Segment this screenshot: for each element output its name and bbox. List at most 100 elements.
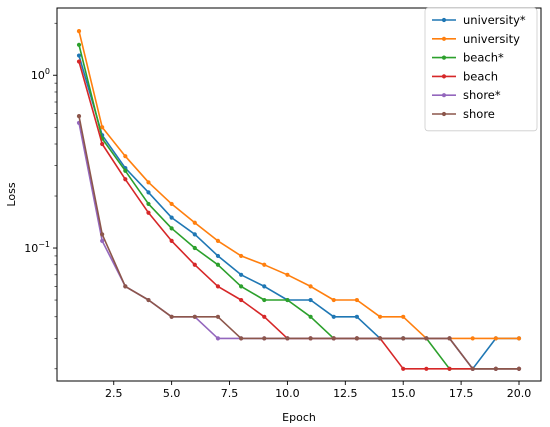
data-point — [447, 336, 452, 341]
series-line — [78, 115, 519, 370]
legend-label: beach* — [463, 51, 504, 65]
data-point — [285, 336, 290, 341]
data-point — [331, 314, 336, 319]
data-point — [76, 29, 82, 34]
data-point — [169, 238, 174, 243]
data-point — [146, 297, 151, 303]
data-point — [516, 336, 522, 341]
plot-area — [76, 29, 522, 371]
data-point — [493, 336, 498, 341]
data-point — [76, 59, 82, 64]
data-point — [146, 201, 151, 207]
data-point — [169, 226, 174, 231]
data-point — [76, 42, 82, 47]
legend-label: beach — [463, 69, 498, 83]
legend-item: university* — [432, 13, 526, 27]
legend-item: beach — [432, 69, 498, 83]
data-point — [262, 314, 267, 319]
data-point — [447, 366, 452, 371]
data-point — [354, 336, 359, 341]
data-point — [192, 314, 197, 319]
data-point — [169, 215, 174, 220]
data-point — [377, 314, 383, 319]
legend-item: shore* — [432, 88, 501, 102]
x-tick-label: 20.0 — [507, 387, 532, 400]
data-point — [239, 272, 244, 277]
y-axis-label: Loss — [5, 182, 18, 206]
data-point — [470, 336, 475, 341]
data-point — [239, 297, 244, 303]
data-point — [76, 53, 82, 58]
axes-frame — [56, 7, 542, 382]
axes: 2.5 5.0 7.5 10.0 12.5 15.0 17.5 20.0 100 10−1 Ep… — [5, 7, 542, 424]
data-point — [215, 238, 221, 243]
legend-marker — [441, 93, 447, 98]
data-point — [76, 114, 82, 119]
x-tick-label: 12.5 — [333, 387, 358, 400]
series-line — [78, 44, 519, 370]
data-point — [401, 314, 406, 319]
data-point — [100, 232, 105, 237]
legend-label: shore* — [463, 88, 501, 102]
data-point — [470, 366, 475, 371]
data-point — [215, 284, 221, 289]
data-point — [215, 336, 221, 341]
x-tick-label: 15.0 — [391, 387, 416, 400]
data-point — [401, 336, 406, 341]
data-point — [192, 262, 197, 267]
data-point — [123, 168, 128, 173]
data-point — [424, 336, 429, 341]
data-point — [308, 284, 313, 289]
legend-item: beach* — [432, 51, 504, 65]
data-point — [331, 336, 336, 341]
data-point — [215, 314, 221, 319]
data-point — [308, 314, 313, 319]
data-point — [192, 232, 197, 237]
data-point — [100, 238, 105, 243]
x-tick-label: 17.5 — [449, 387, 474, 400]
y-tick-label: 10−1 — [24, 240, 50, 255]
data-point — [123, 154, 128, 159]
data-point — [308, 336, 313, 341]
legend: university* university beach* beach shore* sh… — [424, 7, 538, 132]
data-point — [285, 297, 290, 303]
data-point — [516, 366, 522, 371]
data-point — [146, 180, 151, 185]
data-point — [123, 177, 128, 182]
legend-marker — [441, 55, 447, 60]
data-point — [192, 220, 197, 225]
x-tick-label: 5.0 — [163, 387, 181, 400]
legend-label: university — [463, 32, 520, 46]
data-point — [262, 284, 267, 289]
data-point — [100, 125, 105, 130]
legend-marker — [441, 36, 447, 41]
data-point — [331, 297, 336, 303]
data-point — [377, 336, 383, 341]
data-point — [262, 297, 267, 303]
legend-item: shore — [432, 107, 495, 121]
data-point — [100, 141, 105, 147]
data-point — [262, 262, 267, 267]
legend-marker — [441, 111, 447, 117]
data-point — [308, 297, 313, 303]
data-point — [192, 245, 197, 251]
data-point — [401, 366, 406, 371]
y-tick-label: 100 — [31, 67, 50, 82]
data-point — [215, 262, 221, 267]
data-point — [146, 190, 151, 195]
data-point — [169, 314, 174, 319]
data-point — [239, 336, 244, 341]
data-point — [146, 210, 151, 215]
legend-item: university — [432, 32, 520, 46]
data-point — [493, 366, 498, 371]
series-shore — [76, 114, 522, 371]
data-point — [169, 201, 174, 207]
x-tick-label: 10.0 — [275, 387, 300, 400]
legend-marker — [441, 17, 447, 23]
data-point — [424, 366, 429, 371]
x-axis-ticks: 2.5 5.0 7.5 10.0 12.5 15.0 17.5 20.0 — [105, 381, 531, 400]
data-point — [239, 284, 244, 289]
data-point — [239, 253, 244, 259]
y-axis-ticks: 100 10−1 — [24, 22, 57, 370]
